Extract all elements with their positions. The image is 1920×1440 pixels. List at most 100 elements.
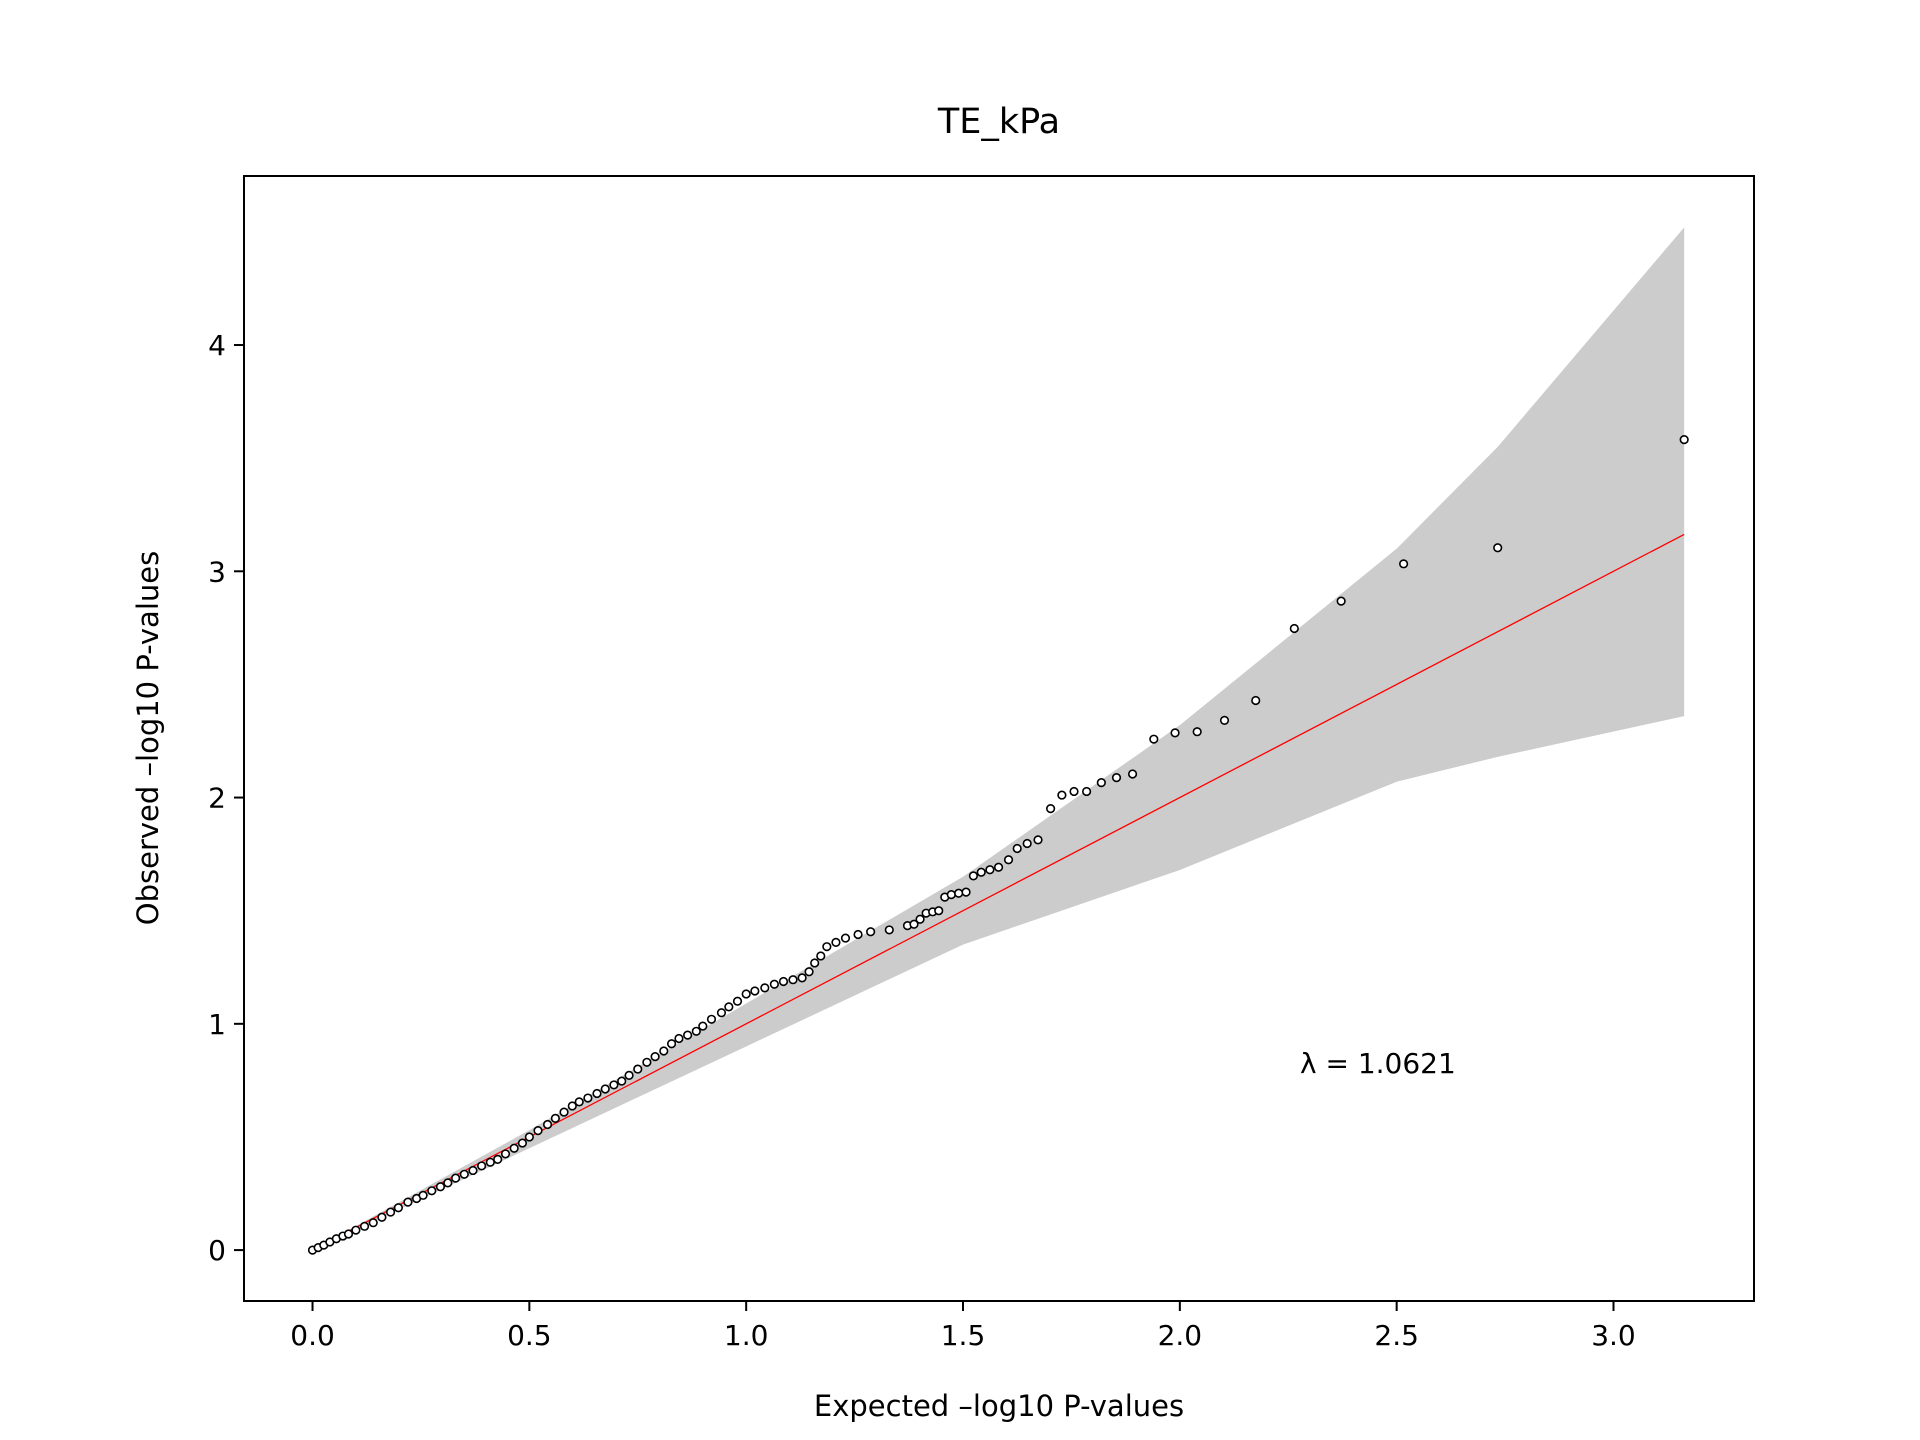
point xyxy=(866,927,876,937)
point xyxy=(1679,435,1689,445)
point xyxy=(583,1093,593,1103)
point xyxy=(343,1229,354,1239)
point xyxy=(393,1203,403,1213)
point xyxy=(698,1021,708,1031)
point xyxy=(666,1039,677,1049)
point xyxy=(1022,838,1032,849)
point xyxy=(706,1014,717,1024)
point xyxy=(1493,543,1503,553)
x-tick-label: 2.5 xyxy=(1374,1319,1419,1352)
point xyxy=(359,1221,370,1231)
point xyxy=(1081,786,1092,797)
point xyxy=(559,1107,569,1117)
point xyxy=(946,890,956,900)
point xyxy=(750,986,760,996)
point xyxy=(968,871,979,881)
point xyxy=(760,983,770,993)
point xyxy=(985,865,995,875)
point xyxy=(633,1064,643,1074)
point xyxy=(909,919,919,929)
point xyxy=(368,1218,378,1228)
point xyxy=(788,975,798,985)
point xyxy=(459,1169,469,1179)
point xyxy=(915,914,925,924)
point xyxy=(716,1008,727,1018)
point xyxy=(1192,727,1202,737)
point xyxy=(1046,804,1056,814)
point xyxy=(1170,728,1180,738)
point xyxy=(1033,835,1043,845)
point xyxy=(592,1088,602,1099)
point xyxy=(500,1149,511,1159)
point xyxy=(443,1178,453,1188)
point xyxy=(617,1076,627,1086)
point xyxy=(377,1212,387,1222)
point xyxy=(509,1143,519,1153)
point xyxy=(567,1101,577,1111)
point xyxy=(1289,623,1299,634)
point xyxy=(468,1165,478,1176)
point xyxy=(831,937,841,947)
point xyxy=(1096,778,1106,788)
point xyxy=(816,951,826,961)
point xyxy=(600,1084,610,1094)
point xyxy=(1069,786,1079,797)
point xyxy=(403,1197,413,1207)
point xyxy=(769,979,779,989)
point xyxy=(477,1161,487,1171)
y-tick-label: 1 xyxy=(208,1008,226,1041)
point xyxy=(624,1070,634,1081)
point xyxy=(385,1207,396,1217)
point xyxy=(732,996,743,1006)
point xyxy=(642,1057,652,1067)
x-tick-label: 0.5 xyxy=(507,1319,552,1352)
point xyxy=(1127,769,1138,779)
point xyxy=(609,1080,619,1090)
point xyxy=(810,958,820,968)
point xyxy=(493,1154,503,1164)
y-tick-label: 0 xyxy=(208,1234,226,1267)
point xyxy=(533,1126,543,1136)
x-tick-label: 1.5 xyxy=(941,1319,986,1352)
point xyxy=(650,1052,660,1062)
point xyxy=(797,973,807,983)
y-axis-label: Observed –log10 P-values xyxy=(131,551,165,925)
point xyxy=(418,1190,428,1200)
point xyxy=(435,1182,446,1192)
point xyxy=(1111,773,1122,783)
point xyxy=(1251,695,1261,706)
y-tick-label: 3 xyxy=(208,555,226,588)
x-tick-label: 3.0 xyxy=(1591,1319,1636,1352)
point xyxy=(724,1002,734,1012)
y-tick-label: 2 xyxy=(208,782,226,815)
point xyxy=(822,942,832,952)
point xyxy=(1003,855,1014,865)
point xyxy=(1057,790,1067,800)
confidence-band xyxy=(312,227,1685,1251)
point xyxy=(1219,715,1230,725)
point xyxy=(884,925,894,935)
x-axis-label: Expected –log10 P-values xyxy=(814,1389,1184,1423)
point xyxy=(542,1119,553,1130)
point xyxy=(954,888,964,898)
point xyxy=(976,867,986,877)
point xyxy=(934,906,944,916)
point xyxy=(683,1030,693,1040)
point xyxy=(1399,559,1409,569)
point xyxy=(840,933,851,943)
x-tick-label: 1.0 xyxy=(724,1319,769,1352)
point xyxy=(778,976,789,987)
chart-title: TE_kPa xyxy=(937,102,1060,142)
point xyxy=(1336,596,1346,606)
point xyxy=(524,1132,534,1142)
point xyxy=(993,862,1004,872)
y-tick-label: 4 xyxy=(208,329,226,362)
point xyxy=(804,967,814,977)
point xyxy=(1149,734,1159,744)
x-tick-label: 2.0 xyxy=(1158,1319,1203,1352)
plot-frame xyxy=(243,175,1755,1302)
point xyxy=(1012,843,1022,854)
annotation: λ = 1.0621 xyxy=(1300,1047,1456,1080)
point xyxy=(451,1173,461,1183)
